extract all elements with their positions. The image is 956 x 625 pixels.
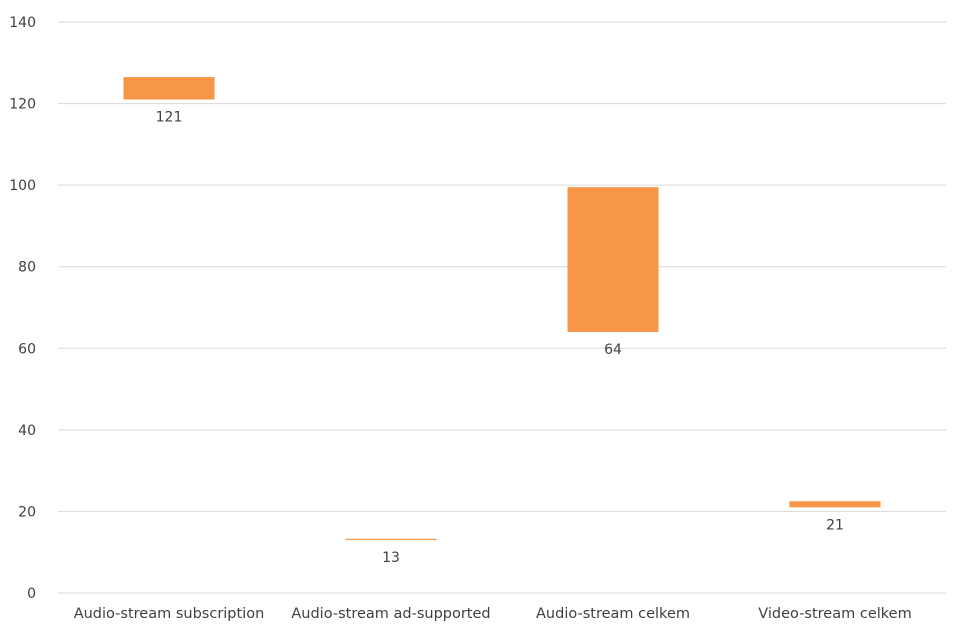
y-tick-label: 0: [27, 586, 36, 602]
data-labels: 121 13 64 21: [156, 109, 844, 565]
bar: [789, 501, 881, 508]
x-category-label: Video-stream celkem: [758, 606, 911, 622]
x-axis-categories: Audio-stream subscription Audio-stream ad…: [74, 606, 912, 622]
gridlines: [58, 21, 946, 594]
x-category-label: Audio-stream subscription: [74, 606, 265, 622]
bar: [123, 77, 215, 100]
data-label: 21: [826, 517, 844, 533]
bar: [567, 187, 659, 332]
bars: [123, 77, 881, 540]
y-tick-label: 60: [18, 341, 36, 357]
data-label: 13: [382, 550, 400, 566]
y-axis-ticks: 0 20 40 60 80 100 120 140: [9, 15, 36, 602]
y-tick-label: 100: [9, 178, 36, 194]
y-tick-label: 140: [9, 15, 36, 31]
y-tick-label: 80: [18, 260, 36, 276]
x-category-label: Audio-stream ad-supported: [291, 606, 490, 622]
y-tick-label: 120: [9, 97, 36, 113]
bar: [345, 538, 437, 540]
data-label: 121: [156, 109, 183, 125]
data-label: 64: [604, 342, 622, 358]
y-tick-label: 20: [18, 504, 36, 520]
x-category-label: Audio-stream celkem: [536, 606, 690, 622]
y-tick-label: 40: [18, 423, 36, 439]
